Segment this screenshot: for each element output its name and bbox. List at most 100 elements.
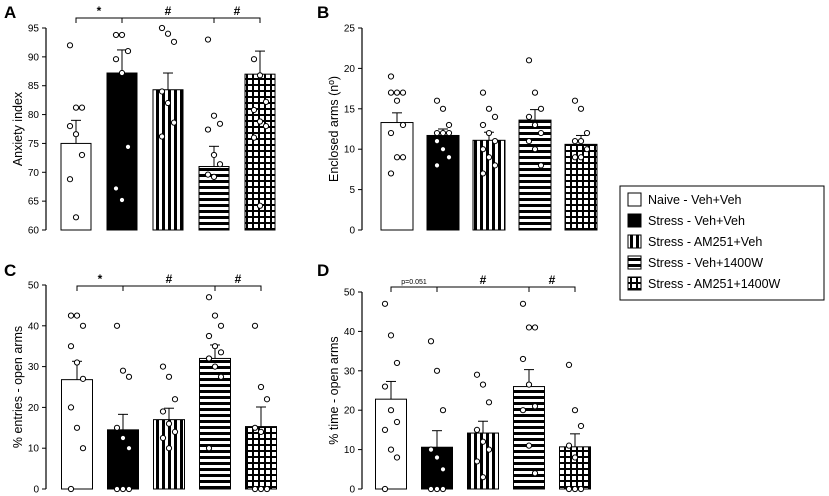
- significance-bracket: [75, 17, 123, 23]
- significance-bracket: [122, 285, 216, 291]
- data-point: [531, 146, 539, 153]
- data-point: [531, 324, 539, 331]
- y-tick-label: 10: [344, 145, 356, 156]
- y-tick-label: 5: [349, 185, 355, 196]
- significance-label: #: [166, 272, 173, 286]
- data-point: [433, 162, 441, 169]
- legend-label: Stress - AM251+1400W: [648, 277, 781, 291]
- data-point: [113, 322, 121, 329]
- data-point: [387, 73, 395, 80]
- data-point: [525, 381, 533, 388]
- data-point: [210, 151, 218, 159]
- data-point: [211, 343, 219, 350]
- data-point: [531, 403, 539, 410]
- panel-letter-b: B: [317, 3, 329, 22]
- data-point: [205, 445, 213, 452]
- data-point: [158, 24, 166, 32]
- data-point: [571, 485, 579, 493]
- data-point: [73, 424, 81, 431]
- significance-bracket: [436, 286, 530, 292]
- data-point: [113, 485, 121, 493]
- data-point: [571, 407, 579, 414]
- y-tick-label: 95: [28, 24, 40, 35]
- y-tick-label: 20: [344, 406, 356, 417]
- data-point: [439, 146, 447, 153]
- data-point: [263, 396, 271, 403]
- legend: Naive - Veh+Veh Stress - Veh+Veh Stress - …: [619, 185, 825, 301]
- data-point: [393, 359, 401, 367]
- data-point: [439, 466, 447, 473]
- data-point: [211, 312, 219, 319]
- data-point: [66, 176, 74, 183]
- data-point: [445, 121, 453, 129]
- y-axis-label: Enclosed arms (nº): [327, 76, 341, 182]
- data-point: [262, 98, 270, 105]
- legend-label: Naive - Veh+Veh: [648, 193, 742, 207]
- data-point: [204, 36, 212, 43]
- significance-label: #: [235, 272, 242, 286]
- panel-b: 0 5 10 15 20 25 Enclosed arms (nº): [327, 24, 598, 237]
- y-tick-label: 40: [28, 321, 40, 332]
- data-point: [67, 485, 75, 493]
- data-point: [473, 458, 481, 465]
- data-point: [165, 420, 173, 427]
- data-point: [531, 121, 539, 129]
- bar-2: [421, 446, 453, 490]
- data-point: [479, 474, 487, 481]
- data-point: [427, 485, 435, 493]
- data-point: [491, 138, 499, 145]
- data-point: [251, 322, 259, 329]
- data-point: [66, 42, 74, 49]
- y-tick-label: 50: [28, 281, 40, 292]
- data-point: [257, 383, 265, 391]
- data-point: [571, 138, 579, 145]
- data-point: [577, 154, 585, 161]
- data-point: [125, 485, 133, 493]
- data-point: [381, 300, 389, 307]
- data-point: [485, 105, 493, 112]
- legend-label: Stress - AM251+Veh: [648, 235, 762, 249]
- data-point: [251, 485, 259, 493]
- legend-swatch-3: [627, 234, 642, 249]
- data-point: [577, 422, 585, 430]
- data-point: [171, 396, 179, 403]
- significance-label: #: [549, 273, 556, 287]
- y-tick-label: 75: [28, 139, 40, 150]
- data-point: [119, 434, 127, 442]
- data-point: [125, 445, 133, 452]
- data-point: [170, 38, 178, 45]
- data-point: [445, 129, 453, 137]
- data-point: [73, 359, 81, 366]
- y-axis-label: % time - open arms: [327, 336, 341, 444]
- y-tick-label: 30: [344, 366, 356, 377]
- data-point: [485, 446, 493, 453]
- significance-label: #: [234, 4, 241, 18]
- legend-box: [619, 185, 825, 301]
- data-point: [399, 89, 407, 96]
- data-point: [118, 196, 126, 204]
- data-point: [256, 118, 264, 125]
- data-point: [393, 97, 401, 104]
- panel-letter-c: C: [4, 261, 16, 280]
- significance-bracket: [390, 286, 438, 292]
- data-point: [537, 129, 545, 137]
- data-point: [387, 332, 395, 339]
- chart-panels: 60 65 70 75 80 85 90 95 Anxiety index * # #0 5 10 15 20…: [11, 4, 598, 496]
- bar-5: [559, 446, 591, 490]
- y-tick-label: 0: [33, 485, 39, 496]
- data-point: [485, 399, 493, 406]
- bar-4: [518, 119, 552, 231]
- data-point: [519, 407, 527, 414]
- significance-bracket: [76, 285, 124, 291]
- data-point: [119, 485, 127, 493]
- data-point: [257, 428, 265, 435]
- data-point: [479, 381, 487, 388]
- data-point: [519, 300, 527, 307]
- data-point: [537, 162, 545, 169]
- data-point: [170, 119, 178, 126]
- bar-4: [199, 357, 231, 490]
- y-tick-label: 60: [28, 226, 40, 237]
- y-tick-label: 15: [344, 104, 356, 115]
- data-point: [387, 446, 395, 453]
- data-point: [165, 373, 173, 380]
